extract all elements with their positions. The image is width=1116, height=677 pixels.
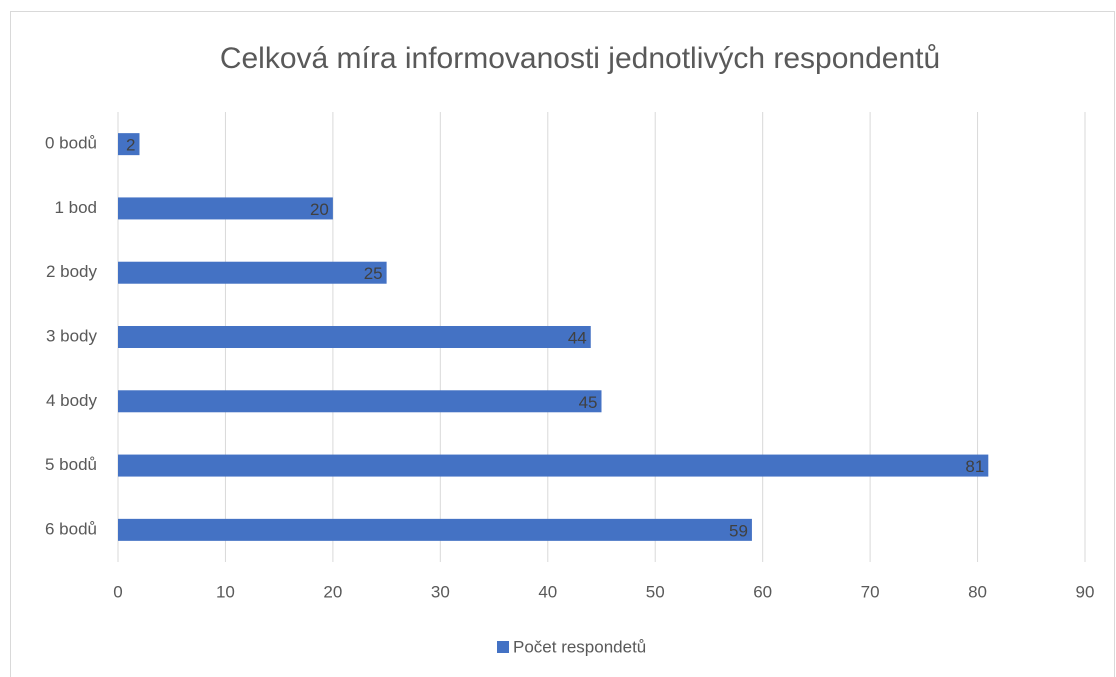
y-tick-label: 6 bodů — [45, 519, 97, 538]
data-label: 25 — [364, 264, 383, 283]
x-tick-label: 10 — [216, 582, 235, 601]
data-label: 20 — [310, 200, 329, 219]
x-tick-label: 80 — [968, 582, 987, 601]
bar — [118, 518, 752, 541]
x-tick-label: 0 — [113, 582, 122, 601]
x-tick-label: 60 — [753, 582, 772, 601]
y-tick-label: 5 bodů — [45, 455, 97, 474]
data-label: 81 — [965, 457, 984, 476]
bar — [118, 454, 989, 477]
data-label: 44 — [568, 328, 587, 347]
legend-swatch — [497, 641, 509, 653]
legend-label: Počet respondetů — [513, 637, 646, 656]
data-label: 2 — [126, 136, 135, 155]
x-tick-label: 90 — [1076, 582, 1095, 601]
x-tick-label: 40 — [538, 582, 557, 601]
bar — [118, 326, 591, 348]
x-tick-label: 20 — [323, 582, 342, 601]
x-tick-label: 70 — [861, 582, 880, 601]
y-tick-label: 2 body — [46, 262, 98, 281]
chart-title: Celková míra informovanosti jednotlivých… — [220, 42, 940, 75]
y-tick-label: 1 bod — [54, 198, 97, 217]
bar — [118, 390, 602, 413]
x-tick-label: 50 — [646, 582, 665, 601]
bar — [118, 133, 140, 156]
data-label: 45 — [579, 393, 598, 412]
y-tick-label: 3 body — [46, 326, 98, 345]
bar — [118, 261, 387, 284]
data-label: 59 — [729, 521, 748, 540]
x-tick-label: 30 — [431, 582, 450, 601]
bar — [118, 197, 333, 220]
y-tick-label: 4 body — [46, 391, 98, 410]
y-tick-label: 0 bodů — [45, 134, 97, 153]
